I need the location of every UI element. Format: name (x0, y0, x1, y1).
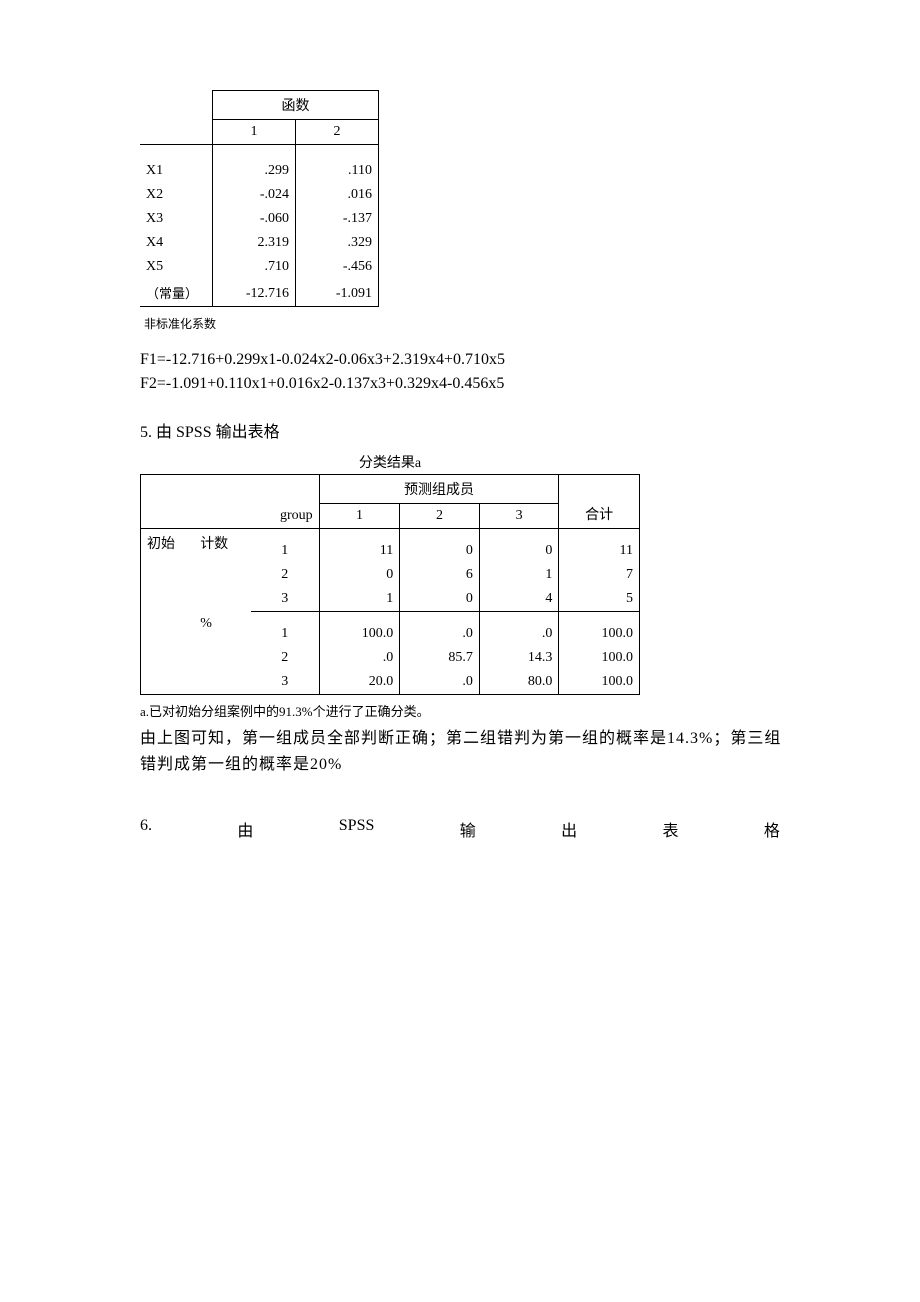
t2-pct-label: % (194, 612, 251, 695)
t1-r5-label: （常量） (140, 279, 213, 307)
t1-caption: 非标准化系数 (144, 315, 790, 332)
t2-h-group: group (251, 475, 319, 529)
sec6-t1: 由 (237, 817, 253, 841)
t2-pr0-t: 100.0 (559, 612, 640, 647)
t2-h-pred: 预测组成员 (319, 475, 559, 504)
t2-pr1-g: 2 (251, 646, 319, 670)
t2-cr1-t: 7 (559, 563, 640, 587)
t2-cr2-v2: 4 (479, 587, 559, 612)
t1-r5-c2: -1.091 (296, 279, 379, 307)
sec6-t2: SPSS (339, 817, 375, 841)
t2-block-label: 初始 (141, 529, 195, 695)
formula-f1: F1=-12.716+0.299x1-0.024x2-0.06x3+2.319x… (140, 348, 790, 372)
t1-col1-hdr: 1 (213, 120, 296, 145)
t1-r3-c2: .329 (296, 231, 379, 255)
sec6-num: 6. (140, 817, 152, 841)
analysis-paragraph: 由上图可知，第一组成员全部判断正确；第二组错判为第一组的概率是14.3%；第三组… (140, 726, 790, 777)
t2-cr1-v2: 1 (479, 563, 559, 587)
sec6-t6: 格 (764, 817, 780, 841)
t2-pr1-v1: 85.7 (400, 646, 480, 670)
t2-h-c3: 3 (479, 504, 559, 529)
t2-cr0-g: 1 (251, 529, 319, 564)
t1-r1-c2: .016 (296, 183, 379, 207)
t2-cr2-g: 3 (251, 587, 319, 612)
t1-r4-c2: -.456 (296, 255, 379, 279)
t2-h-c1: 1 (319, 504, 400, 529)
t1-r4-c1: .710 (213, 255, 296, 279)
formula-f2: F2=-1.091+0.110x1+0.016x2-0.137x3+0.329x… (140, 372, 790, 396)
t2-h-blank1 (141, 475, 195, 529)
t2-pr0-v1: .0 (400, 612, 480, 647)
t2-pr0-g: 1 (251, 612, 319, 647)
t2-cr2-t: 5 (559, 587, 640, 612)
t1-r0-c2: .110 (296, 145, 379, 184)
t1-col2-hdr: 2 (296, 120, 379, 145)
t1-r0-c1: .299 (213, 145, 296, 184)
t2-cr1-v1: 6 (400, 563, 480, 587)
t2-pr1-v0: .0 (319, 646, 400, 670)
t1-r4-label: X5 (140, 255, 213, 279)
t2-pr1-t: 100.0 (559, 646, 640, 670)
t2-pr2-t: 100.0 (559, 670, 640, 695)
t2-cr0-v2: 0 (479, 529, 559, 564)
t2-cr0-v1: 0 (400, 529, 480, 564)
t2-pr2-v0: 20.0 (319, 670, 400, 695)
t2-cr2-v0: 1 (319, 587, 400, 612)
t2-pr0-v0: 100.0 (319, 612, 400, 647)
section-6-heading: 6. 由 SPSS 输 出 表 格 (140, 817, 780, 841)
classification-table: group 预测组成员 合计 1 2 3 初始 计数 1 11 0 0 11 2… (140, 474, 640, 695)
t2-count-label: 计数 (194, 529, 251, 612)
t2-cr1-g: 2 (251, 563, 319, 587)
t2-cr2-v1: 0 (400, 587, 480, 612)
t2-pr2-g: 3 (251, 670, 319, 695)
t1-r2-c2: -.137 (296, 207, 379, 231)
t2-pr0-v2: .0 (479, 612, 559, 647)
t2-h-total: 合计 (559, 475, 640, 529)
t1-r2-label: X3 (140, 207, 213, 231)
t1-r2-c1: -.060 (213, 207, 296, 231)
t1-header-func: 函数 (213, 91, 379, 120)
sec6-t4: 出 (561, 817, 577, 841)
t2-cr1-v0: 0 (319, 563, 400, 587)
t2-pr2-v2: 80.0 (479, 670, 559, 695)
t1-r1-c1: -.024 (213, 183, 296, 207)
t1-r3-label: X4 (140, 231, 213, 255)
t1-r3-c1: 2.319 (213, 231, 296, 255)
t2-h-c2: 2 (400, 504, 480, 529)
t2-cr0-t: 11 (559, 529, 640, 564)
t2-h-blank2 (194, 475, 251, 529)
t1-r5-c1: -12.716 (213, 279, 296, 307)
t2-cr0-v0: 11 (319, 529, 400, 564)
t1-corner (140, 91, 213, 145)
sec6-t5: 表 (663, 817, 679, 841)
t2-pr2-v1: .0 (400, 670, 480, 695)
t1-r1-label: X2 (140, 183, 213, 207)
t2-footnote: a.已对初始分组案例中的91.3%个进行了正确分类。 (140, 701, 790, 720)
sec6-t3: 输 (460, 817, 476, 841)
t2-title: 分类结果a (140, 452, 640, 472)
section-5-heading: 5. 由 SPSS 输出表格 (140, 418, 790, 442)
t1-r0-label: X1 (140, 145, 213, 184)
t2-pr1-v2: 14.3 (479, 646, 559, 670)
formulas-block: F1=-12.716+0.299x1-0.024x2-0.06x3+2.319x… (140, 348, 790, 396)
coefficients-table: 函数 1 2 X1 .299 .110 X2 -.024 .016 X3 -.0… (140, 90, 379, 307)
